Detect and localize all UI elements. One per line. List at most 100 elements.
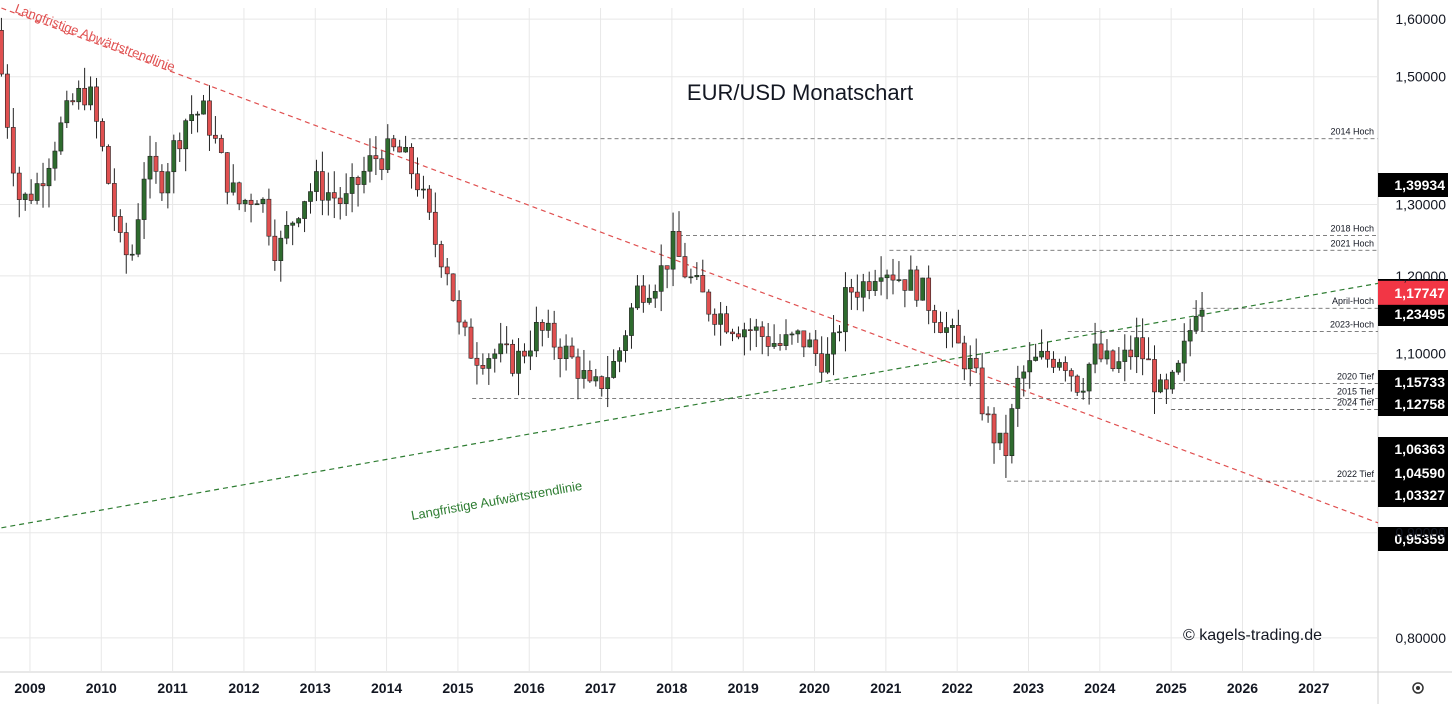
candle-body xyxy=(759,326,765,337)
candle-body xyxy=(474,357,480,366)
candle-body xyxy=(248,199,254,205)
candle-body xyxy=(40,183,46,187)
candle-body xyxy=(1039,350,1044,358)
candle-body xyxy=(973,357,979,369)
candle-body xyxy=(712,313,718,325)
candle-body xyxy=(10,127,16,174)
candle-body xyxy=(290,222,296,226)
y-axis: 1,60000 1,50000 1,30000 1,20000 1,10000 0,900… xyxy=(1395,11,1446,646)
candle-body xyxy=(629,307,634,336)
candle-body xyxy=(159,171,165,194)
candle-body xyxy=(450,273,456,301)
candle-body xyxy=(908,269,914,291)
candle-body xyxy=(961,342,967,370)
candle-body xyxy=(563,345,569,359)
x-tick-label: 2022 xyxy=(942,680,973,696)
candle-body xyxy=(213,134,218,139)
current-price-badge xyxy=(1378,280,1448,305)
candle-body xyxy=(207,100,212,136)
candle-body xyxy=(860,281,866,298)
level-badge-text: 1,12758 xyxy=(1394,396,1445,412)
candle-body xyxy=(147,155,153,180)
level-badge xyxy=(1378,173,1448,197)
candle-body xyxy=(1003,432,1009,457)
candle-body xyxy=(985,413,991,416)
candle-body xyxy=(462,321,468,328)
x-tick-label: 2026 xyxy=(1227,680,1258,696)
candle-body xyxy=(106,146,111,184)
candle-body xyxy=(950,325,955,328)
candle-body xyxy=(70,100,76,103)
candle-body xyxy=(1181,340,1187,364)
x-tick-label: 2018 xyxy=(656,680,687,696)
candle-body xyxy=(706,291,712,315)
candle-body xyxy=(676,231,682,257)
candle-body xyxy=(1134,337,1140,358)
candle-body xyxy=(456,300,462,323)
candle-body xyxy=(611,361,617,378)
level-badge-text: 1,03327 xyxy=(1394,487,1445,503)
candle-body xyxy=(284,224,290,239)
candle-body xyxy=(46,167,52,187)
candle-body xyxy=(165,171,171,194)
y-tick-label: 1,60000 xyxy=(1395,11,1446,27)
candle-body xyxy=(438,244,444,268)
candle-body xyxy=(1146,358,1151,361)
x-tick-label: 2014 xyxy=(371,680,402,696)
x-tick-label: 2015 xyxy=(442,680,473,696)
candle-body xyxy=(783,334,789,346)
candle-body xyxy=(76,87,82,103)
candle-body xyxy=(1062,362,1068,371)
candle-body xyxy=(1021,371,1027,379)
candle-body xyxy=(141,178,147,220)
x-tick-label: 2025 xyxy=(1156,680,1187,696)
trendline-label: Langfristige Abwärtstrendlinie xyxy=(13,1,177,75)
candle-body xyxy=(825,353,830,373)
candle-body xyxy=(914,269,920,301)
candle-body xyxy=(807,339,813,348)
candle-body xyxy=(765,336,771,347)
x-tick-label: 2009 xyxy=(14,680,45,696)
candle-body xyxy=(343,193,349,204)
candle-body xyxy=(688,276,694,279)
candle-body xyxy=(854,291,860,298)
x-tick-label: 2016 xyxy=(514,680,545,696)
candle-body xyxy=(16,172,22,200)
level-badge-text: 1,23495 xyxy=(1394,306,1445,322)
trendline xyxy=(1,7,1379,524)
candle-body xyxy=(296,218,301,224)
candle-body xyxy=(516,350,521,374)
candle-body xyxy=(331,192,337,199)
candle-body xyxy=(932,310,937,323)
candle-body xyxy=(902,279,908,291)
candle-body xyxy=(1128,349,1134,358)
candle-body xyxy=(920,277,926,301)
candle-body xyxy=(367,155,373,172)
candle-body xyxy=(260,198,266,205)
candle-body xyxy=(979,367,985,415)
candle-body xyxy=(700,275,706,293)
y-tick-label: 1,50000 xyxy=(1395,69,1446,85)
candle-body xyxy=(492,353,498,359)
candle-body xyxy=(201,100,206,115)
settings-gear-icon[interactable] xyxy=(1412,682,1424,694)
candle-body xyxy=(955,325,961,344)
candle-body xyxy=(242,199,248,205)
x-tick-label: 2027 xyxy=(1298,680,1329,696)
candle-body xyxy=(1199,309,1205,317)
candle-body xyxy=(533,322,539,352)
candle-body xyxy=(581,370,587,379)
candle-body xyxy=(646,297,652,303)
level-label: April-Hoch xyxy=(1332,296,1374,306)
candle-body xyxy=(123,232,129,256)
candle-body xyxy=(403,147,408,153)
candle-body xyxy=(944,327,949,333)
x-tick-label: 2019 xyxy=(728,680,759,696)
candle-body xyxy=(224,152,230,193)
x-tick-label: 2021 xyxy=(870,680,901,696)
candle-body xyxy=(88,86,93,106)
candle-body xyxy=(0,30,4,75)
candle-body xyxy=(320,171,325,201)
level-badge xyxy=(1378,302,1448,326)
candle-body xyxy=(843,287,848,333)
